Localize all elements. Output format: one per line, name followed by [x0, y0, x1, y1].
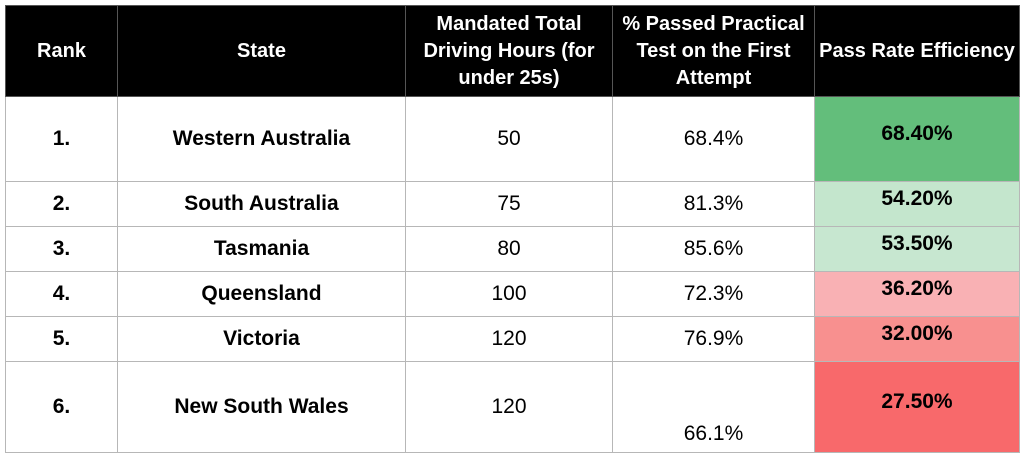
hours-cell: 75: [405, 181, 613, 227]
hours-cell: 100: [405, 271, 613, 317]
state-cell: New South Wales: [117, 361, 406, 453]
efficiency-value: 68.40%: [881, 122, 953, 145]
passed-cell: 68.4%: [612, 96, 815, 182]
rank-cell: 6.: [5, 361, 118, 453]
header-rank: Rank: [5, 5, 118, 97]
efficiency-cell: 53.50%: [814, 226, 1020, 272]
header-efficiency: Pass Rate Efficiency: [814, 5, 1020, 97]
rank-cell: 3.: [5, 226, 118, 272]
hours-cell: 80: [405, 226, 613, 272]
efficiency-value: 36.20%: [881, 277, 953, 300]
state-cell: Victoria: [117, 316, 406, 362]
header-passed: % Passed Practical Test on the First Att…: [612, 5, 815, 97]
efficiency-value: 27.50%: [881, 390, 953, 413]
ranking-table: Rank State Mandated Total Driving Hours …: [5, 5, 1020, 453]
state-cell: Queensland: [117, 271, 406, 317]
passed-cell: 72.3%: [612, 271, 815, 317]
hours-cell: 120: [405, 361, 613, 453]
state-cell: Tasmania: [117, 226, 406, 272]
table-row: 4. Queensland 100 72.3% 36.20%: [5, 271, 1020, 317]
passed-cell: 85.6%: [612, 226, 815, 272]
state-cell: South Australia: [117, 181, 406, 227]
header-state: State: [117, 5, 406, 97]
table-row: 3. Tasmania 80 85.6% 53.50%: [5, 226, 1020, 272]
rank-cell: 4.: [5, 271, 118, 317]
efficiency-cell: 68.40%: [814, 96, 1020, 182]
passed-cell: 76.9%: [612, 316, 815, 362]
header-row: Rank State Mandated Total Driving Hours …: [5, 5, 1020, 97]
table-row: 2. South Australia 75 81.3% 54.20%: [5, 181, 1020, 227]
efficiency-value: 54.20%: [881, 187, 953, 210]
hours-cell: 50: [405, 96, 613, 182]
efficiency-cell: 36.20%: [814, 271, 1020, 317]
passed-cell: 66.1%: [612, 361, 815, 453]
rank-cell: 2.: [5, 181, 118, 227]
efficiency-value: 53.50%: [881, 232, 953, 255]
efficiency-cell: 32.00%: [814, 316, 1020, 362]
table-row: 1. Western Australia 50 68.4% 68.40%: [5, 96, 1020, 182]
efficiency-cell: 54.20%: [814, 181, 1020, 227]
efficiency-value: 32.00%: [881, 322, 953, 345]
passed-cell: 81.3%: [612, 181, 815, 227]
hours-cell: 120: [405, 316, 613, 362]
table-row: 6. New South Wales 120 66.1% 27.50%: [5, 361, 1020, 453]
rank-cell: 5.: [5, 316, 118, 362]
rank-cell: 1.: [5, 96, 118, 182]
state-cell: Western Australia: [117, 96, 406, 182]
table-row: 5. Victoria 120 76.9% 32.00%: [5, 316, 1020, 362]
efficiency-cell: 27.50%: [814, 361, 1020, 453]
header-hours: Mandated Total Driving Hours (for under …: [405, 5, 613, 97]
